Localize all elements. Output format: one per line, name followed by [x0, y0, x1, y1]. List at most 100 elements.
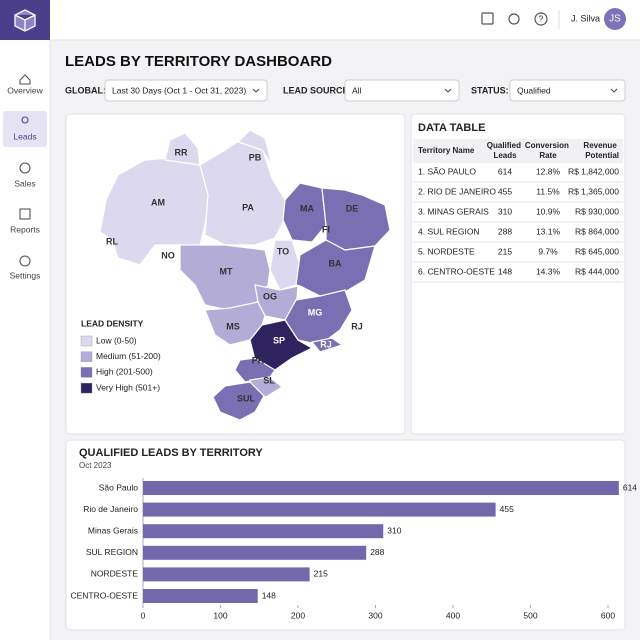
- table-cell: 310: [498, 206, 512, 216]
- y-tick-label: São Paulo: [99, 482, 138, 492]
- table-cell: 3. MINAS GERAIS: [418, 206, 489, 216]
- bar[interactable]: [143, 589, 258, 603]
- overview-icon[interactable]: [19, 74, 31, 85]
- top-bar: [0, 0, 640, 40]
- help-icon[interactable]: [534, 12, 548, 26]
- x-tick-label: 100: [213, 610, 227, 620]
- legend-swatch: [80, 382, 93, 394]
- map: [99, 129, 391, 421]
- bar[interactable]: [143, 545, 367, 560]
- data-label: 148: [262, 590, 276, 600]
- table-cell: 288: [498, 226, 512, 236]
- avatar[interactable]: [604, 8, 626, 30]
- table-cell: 4. SUL REGION: [418, 226, 480, 236]
- table-cell: 215: [498, 246, 512, 256]
- bar[interactable]: [143, 481, 619, 495]
- dropdown[interactable]: [509, 79, 626, 102]
- settings-icon[interactable]: [508, 13, 520, 25]
- help-glyph: ?: [539, 15, 544, 24]
- dropdown-arrow: [444, 88, 452, 93]
- column-header: Revenue Potential: [583, 141, 619, 160]
- sales-icon[interactable]: [19, 162, 31, 174]
- table-cell: 148: [498, 266, 512, 276]
- region-pb[interactable]: [236, 129, 273, 166]
- active-nav-bg: [3, 111, 47, 147]
- filter-label: GLOBAL:: [65, 85, 106, 95]
- x-tick-label: 200: [291, 610, 305, 620]
- table-cell: 614: [498, 166, 512, 176]
- table-cell: 6. CENTRO-OESTE: [418, 266, 495, 276]
- region-ma[interactable]: [282, 182, 327, 243]
- table-cell: R$ 645,000: [575, 246, 619, 256]
- legend-label: Very High (501+): [96, 382, 160, 392]
- region-label: NO: [161, 250, 175, 260]
- table-cell: R$ 1,842,000: [568, 166, 619, 176]
- region-label: TO: [277, 246, 289, 256]
- region-rr[interactable]: [164, 132, 201, 166]
- dropdown-arrow: [610, 88, 618, 93]
- dropdown[interactable]: [344, 79, 460, 102]
- x-tick-label: 600: [601, 610, 615, 620]
- leads-icon[interactable]: [21, 116, 29, 124]
- y-tick-label: SUL REGION: [86, 547, 138, 557]
- column-header: Conversion Rate: [525, 141, 571, 160]
- reports-icon[interactable]: [19, 208, 31, 220]
- region-label: DE: [346, 203, 359, 213]
- region-label: MG: [308, 307, 323, 317]
- region-label: FI: [322, 224, 330, 234]
- legend-swatch: [80, 351, 93, 362]
- nav-item[interactable]: Reports: [10, 224, 40, 234]
- region-label: AM: [151, 197, 165, 207]
- bar[interactable]: [143, 502, 496, 517]
- table-cell: 5. NORDESTE: [418, 246, 475, 256]
- user-name[interactable]: J. Silva: [571, 13, 600, 23]
- region-label: MA: [300, 203, 314, 213]
- nav-item[interactable]: Sales: [14, 178, 35, 188]
- legend-title: LEAD DENSITY: [81, 318, 144, 328]
- data-label: 310: [387, 525, 401, 535]
- table-cell: 455: [498, 186, 512, 196]
- dropdown[interactable]: [104, 79, 268, 102]
- filter-label: STATUS:: [471, 85, 509, 95]
- table-cell: 2. RIO DE JANEIRO: [418, 186, 496, 196]
- nav-item[interactable]: Overview: [7, 85, 43, 95]
- column-header: Territory Name: [418, 146, 475, 155]
- table-cell: 13.1%: [536, 226, 561, 236]
- dropdown-arrow: [252, 88, 260, 93]
- region-sul[interactable]: [212, 381, 265, 421]
- data-label: 614: [623, 482, 637, 492]
- legend-label: High (201-500): [96, 367, 153, 377]
- dropdown-value: Last 30 Days (Oct 1 - Oct 31, 2023): [112, 85, 246, 95]
- data-label: 215: [314, 569, 328, 579]
- filter-label: LEAD SOURCE:: [283, 85, 352, 95]
- nav-item[interactable]: Settings: [10, 270, 41, 280]
- chart-subtitle: Oct 2023: [79, 461, 112, 470]
- y-tick-label: Minas Gerais: [88, 525, 138, 535]
- table-cell: 9.7%: [538, 246, 558, 256]
- table-cell: R$ 864,000: [575, 226, 619, 236]
- region-label: RR: [175, 147, 188, 157]
- table-cell: 1. SÃO PAULO: [418, 166, 476, 176]
- y-tick-label: CENTRO-OESTE: [70, 590, 138, 600]
- x-tick-label: 500: [523, 610, 537, 620]
- table-cell: R$ 930,000: [575, 206, 619, 216]
- nav-item[interactable]: Leads: [13, 131, 36, 141]
- logo: [14, 9, 36, 32]
- bar[interactable]: [143, 524, 384, 539]
- table-cell: 11.5%: [536, 186, 560, 196]
- region-label: SP: [273, 335, 285, 345]
- region-rj[interactable]: [310, 337, 344, 353]
- region-label: RJ: [351, 321, 363, 331]
- region-label: PR: [252, 355, 265, 365]
- settings-nav-icon[interactable]: [19, 255, 31, 267]
- region-ne[interactable]: [321, 187, 391, 251]
- region-label: PA: [242, 202, 254, 212]
- dropdown-value: All: [352, 85, 362, 95]
- table-cell: R$ 444,000: [575, 266, 619, 276]
- calendar-icon[interactable]: [481, 12, 494, 25]
- bar[interactable]: [143, 567, 310, 582]
- legend-swatch: [80, 367, 93, 378]
- y-tick-label: NORDESTE: [91, 569, 139, 579]
